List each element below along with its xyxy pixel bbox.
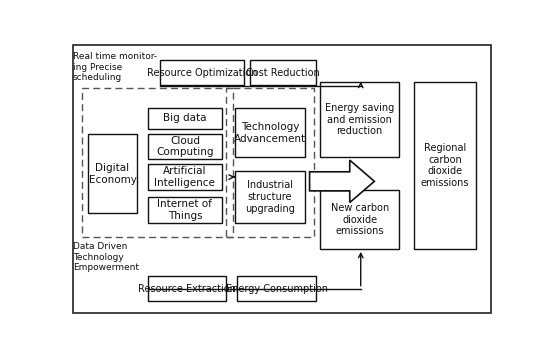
Text: Cost Reduction: Cost Reduction (246, 68, 320, 78)
Polygon shape (310, 160, 375, 202)
Text: Industrial
structure
upgrading: Industrial structure upgrading (245, 180, 295, 214)
Text: Energy saving
and emission
reduction: Energy saving and emission reduction (325, 103, 394, 136)
Text: Artificial
Intelligence: Artificial Intelligence (155, 166, 216, 188)
Bar (320, 190, 399, 249)
Bar (81, 88, 233, 237)
Text: Technology
Advancement: Technology Advancement (234, 122, 306, 144)
Bar (235, 171, 305, 223)
Text: Cloud
Computing: Cloud Computing (156, 136, 213, 157)
Text: Data Driven
Technology
Empowerment: Data Driven Technology Empowerment (73, 242, 139, 272)
Bar (237, 276, 316, 301)
Text: Energy Consumption: Energy Consumption (226, 284, 328, 294)
Bar (227, 88, 314, 237)
Bar (161, 60, 244, 85)
Bar (147, 108, 222, 129)
Bar (147, 197, 222, 223)
Text: Regional
carbon
dioxide
emissions: Regional carbon dioxide emissions (421, 143, 469, 188)
Text: Resource Extraction: Resource Extraction (138, 284, 236, 294)
Text: Real time monitor-
ing Precise
scheduling: Real time monitor- ing Precise schedulin… (73, 52, 157, 82)
Bar (147, 164, 222, 190)
Bar (414, 82, 476, 249)
Text: Resource Optimization: Resource Optimization (147, 68, 257, 78)
Text: New carbon
dioxide
emissions: New carbon dioxide emissions (331, 203, 389, 236)
Text: Internet of
Things: Internet of Things (157, 199, 212, 221)
Bar (147, 276, 227, 301)
Bar (235, 108, 305, 157)
Bar (320, 82, 399, 157)
Bar (88, 134, 137, 213)
Bar (147, 134, 222, 159)
Text: Big data: Big data (163, 114, 207, 124)
Text: Digital
Economy: Digital Economy (89, 163, 136, 185)
Bar (250, 60, 316, 85)
